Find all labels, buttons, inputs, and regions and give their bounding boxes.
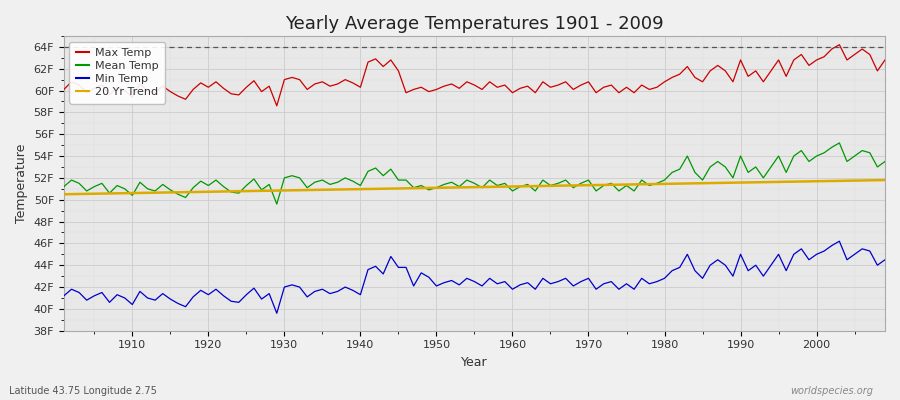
X-axis label: Year: Year	[461, 356, 488, 369]
Text: worldspecies.org: worldspecies.org	[790, 386, 873, 396]
Legend: Max Temp, Mean Temp, Min Temp, 20 Yr Trend: Max Temp, Mean Temp, Min Temp, 20 Yr Tre…	[69, 42, 166, 104]
Text: Latitude 43.75 Longitude 2.75: Latitude 43.75 Longitude 2.75	[9, 386, 157, 396]
Title: Yearly Average Temperatures 1901 - 2009: Yearly Average Temperatures 1901 - 2009	[285, 15, 664, 33]
Y-axis label: Temperature: Temperature	[15, 144, 28, 223]
